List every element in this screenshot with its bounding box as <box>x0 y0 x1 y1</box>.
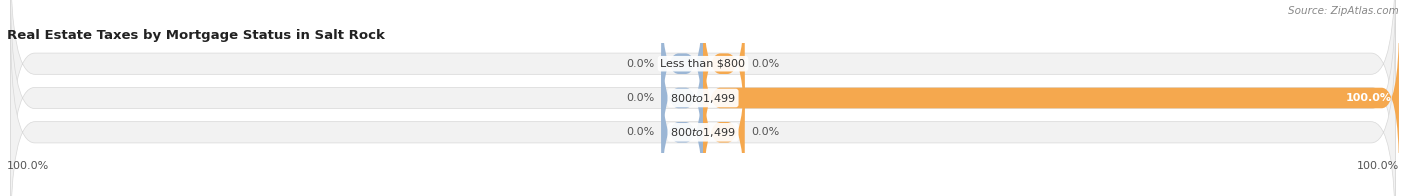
Text: Real Estate Taxes by Mortgage Status in Salt Rock: Real Estate Taxes by Mortgage Status in … <box>7 29 385 42</box>
Text: 100.0%: 100.0% <box>1346 93 1392 103</box>
Text: 0.0%: 0.0% <box>752 127 780 137</box>
Text: 0.0%: 0.0% <box>626 59 654 69</box>
Text: 100.0%: 100.0% <box>1357 162 1399 172</box>
Text: Less than $800: Less than $800 <box>661 59 745 69</box>
Text: 0.0%: 0.0% <box>626 93 654 103</box>
FancyBboxPatch shape <box>661 0 703 139</box>
FancyBboxPatch shape <box>661 23 703 173</box>
Text: 0.0%: 0.0% <box>752 59 780 69</box>
FancyBboxPatch shape <box>703 23 1399 173</box>
FancyBboxPatch shape <box>10 0 1396 173</box>
Text: $800 to $1,499: $800 to $1,499 <box>671 92 735 104</box>
FancyBboxPatch shape <box>661 57 703 196</box>
Text: 0.0%: 0.0% <box>626 127 654 137</box>
FancyBboxPatch shape <box>10 0 1396 196</box>
FancyBboxPatch shape <box>703 0 745 139</box>
FancyBboxPatch shape <box>10 23 1396 196</box>
FancyBboxPatch shape <box>703 57 745 196</box>
Text: $800 to $1,499: $800 to $1,499 <box>671 126 735 139</box>
Text: Source: ZipAtlas.com: Source: ZipAtlas.com <box>1288 6 1399 16</box>
Text: 100.0%: 100.0% <box>7 162 49 172</box>
